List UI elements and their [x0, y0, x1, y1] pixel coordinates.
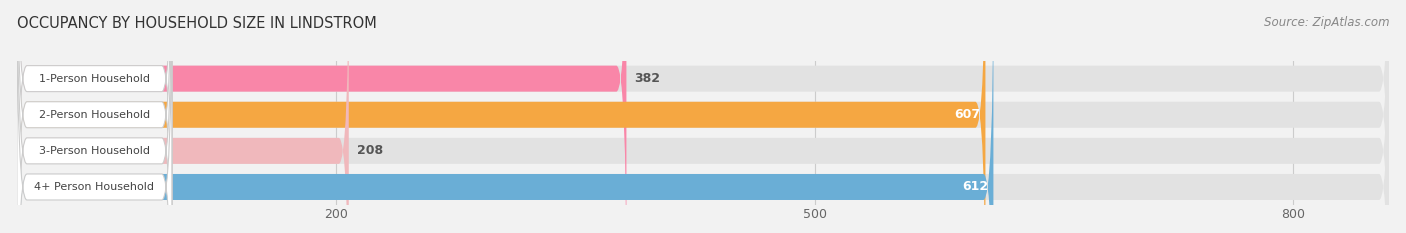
Text: 4+ Person Household: 4+ Person Household	[34, 182, 155, 192]
FancyBboxPatch shape	[17, 0, 627, 233]
FancyBboxPatch shape	[17, 0, 172, 233]
Text: 3-Person Household: 3-Person Household	[39, 146, 150, 156]
Text: 208: 208	[357, 144, 382, 157]
Text: 2-Person Household: 2-Person Household	[39, 110, 150, 120]
FancyBboxPatch shape	[17, 0, 1389, 233]
Text: 607: 607	[955, 108, 980, 121]
FancyBboxPatch shape	[17, 0, 994, 233]
FancyBboxPatch shape	[17, 0, 1389, 233]
FancyBboxPatch shape	[17, 0, 172, 233]
Text: OCCUPANCY BY HOUSEHOLD SIZE IN LINDSTROM: OCCUPANCY BY HOUSEHOLD SIZE IN LINDSTROM	[17, 16, 377, 31]
FancyBboxPatch shape	[17, 0, 986, 233]
FancyBboxPatch shape	[17, 0, 1389, 233]
Text: Source: ZipAtlas.com: Source: ZipAtlas.com	[1264, 16, 1389, 29]
FancyBboxPatch shape	[17, 0, 349, 233]
FancyBboxPatch shape	[17, 0, 172, 233]
FancyBboxPatch shape	[17, 0, 1389, 233]
Text: 382: 382	[634, 72, 661, 85]
Text: 612: 612	[962, 181, 988, 193]
Text: 1-Person Household: 1-Person Household	[39, 74, 150, 84]
FancyBboxPatch shape	[17, 0, 172, 233]
